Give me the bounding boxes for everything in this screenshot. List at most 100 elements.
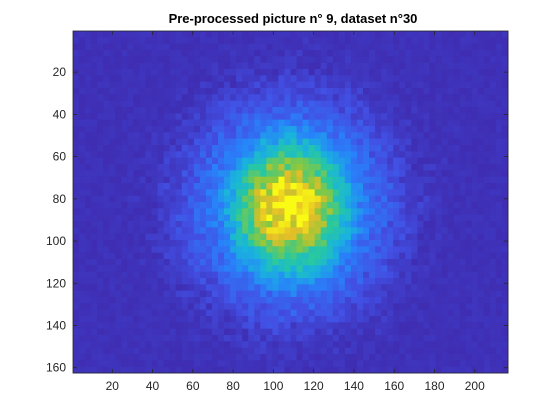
heatmap-cell — [284, 145, 291, 152]
heatmap-cell — [193, 259, 201, 266]
heatmap-cell — [145, 100, 152, 108]
heatmap-cell — [91, 214, 98, 222]
heatmap-cell — [151, 297, 158, 304]
heatmap-cell — [290, 303, 297, 311]
heatmap-cell — [429, 233, 436, 241]
heatmap-cell — [218, 119, 225, 127]
heatmap-cell — [332, 183, 340, 190]
heatmap-cell — [483, 208, 491, 216]
heatmap-cell — [441, 37, 448, 45]
heatmap-cell — [151, 176, 158, 184]
heatmap-cell — [139, 138, 146, 146]
heatmap-cell — [109, 240, 116, 247]
heatmap-cell — [441, 132, 448, 140]
heatmap-cell — [211, 145, 219, 152]
heatmap-cell — [314, 75, 322, 83]
heatmap-cell — [417, 208, 424, 216]
heatmap-cell — [242, 43, 249, 51]
heatmap-cell — [338, 100, 346, 108]
heatmap-cell — [73, 271, 80, 279]
heatmap-cell — [151, 341, 158, 349]
heatmap-cell — [447, 316, 455, 323]
heatmap-cell — [181, 138, 189, 146]
heatmap-cell — [236, 56, 243, 64]
heatmap-cell — [199, 195, 207, 203]
heatmap-cell — [73, 151, 80, 159]
heatmap-cell — [230, 341, 237, 349]
heatmap-cell — [435, 252, 442, 260]
heatmap-cell — [308, 208, 316, 216]
heatmap-cell — [205, 50, 213, 57]
heatmap-cell — [103, 126, 110, 133]
heatmap-cell — [459, 164, 467, 171]
heatmap-cell — [266, 189, 273, 197]
heatmap-cell — [326, 50, 334, 57]
heatmap-cell — [453, 75, 461, 83]
heatmap-cell — [115, 43, 122, 51]
heatmap-cell — [477, 50, 485, 57]
heatmap-cell — [375, 303, 382, 311]
heatmap-cell — [151, 189, 158, 197]
heatmap-cell — [151, 75, 158, 83]
heatmap-cell — [205, 119, 213, 127]
heatmap-cell — [393, 252, 400, 260]
heatmap-cell — [236, 176, 243, 184]
heatmap-cell — [115, 284, 122, 292]
heatmap-cell — [350, 335, 358, 342]
heatmap-cell — [495, 309, 503, 317]
heatmap-cell — [375, 132, 382, 140]
heatmap-cell — [375, 88, 382, 95]
heatmap-cell — [145, 284, 152, 292]
heatmap-cell — [423, 69, 430, 76]
heatmap-cell — [248, 252, 255, 260]
heatmap-cell — [187, 50, 195, 57]
heatmap-cell — [157, 271, 165, 279]
heatmap-cell — [163, 113, 171, 121]
heatmap-cell — [187, 252, 195, 260]
heatmap-cell — [320, 151, 328, 159]
heatmap-cell — [417, 252, 424, 260]
heatmap-cell — [175, 43, 183, 51]
heatmap-cell — [363, 50, 370, 57]
heatmap-cell — [447, 252, 455, 260]
heatmap-cell — [326, 31, 334, 38]
heatmap-cell — [344, 309, 352, 317]
heatmap-cell — [151, 170, 158, 178]
heatmap-cell — [320, 126, 328, 133]
heatmap-cell — [121, 170, 128, 178]
heatmap-cell — [290, 126, 297, 133]
heatmap-cell — [205, 227, 213, 235]
heatmap-cell — [393, 347, 400, 355]
heatmap-cell — [417, 157, 424, 165]
heatmap-cell — [399, 170, 406, 178]
heatmap-cell — [230, 183, 237, 190]
heatmap-cell — [127, 309, 134, 317]
heatmap-cell — [465, 208, 473, 216]
heatmap-cell — [115, 69, 122, 76]
heatmap-cell — [242, 145, 249, 152]
heatmap-cell — [363, 100, 370, 108]
heatmap-cell — [423, 214, 430, 222]
heatmap-cell — [73, 309, 80, 317]
heatmap-cell — [205, 240, 213, 247]
heatmap-cell — [399, 284, 406, 292]
heatmap-cell — [290, 151, 297, 159]
heatmap-cell — [471, 189, 479, 197]
heatmap-cell — [326, 278, 334, 285]
heatmap-cell — [284, 265, 291, 273]
heatmap-cell — [157, 69, 165, 76]
heatmap-cell — [320, 37, 328, 45]
heatmap-cell — [483, 37, 491, 45]
heatmap-cell — [139, 221, 146, 228]
heatmap-cell — [308, 335, 316, 342]
heatmap-cell — [489, 43, 497, 51]
heatmap-cell — [97, 341, 104, 349]
heatmap-cell — [405, 31, 412, 38]
heatmap-cell — [447, 43, 455, 51]
heatmap-cell — [284, 233, 291, 241]
heatmap-cell — [157, 138, 165, 146]
heatmap-cell — [254, 354, 261, 361]
heatmap-cell — [435, 259, 442, 266]
heatmap-cell — [338, 151, 346, 159]
heatmap-cell — [387, 189, 394, 197]
